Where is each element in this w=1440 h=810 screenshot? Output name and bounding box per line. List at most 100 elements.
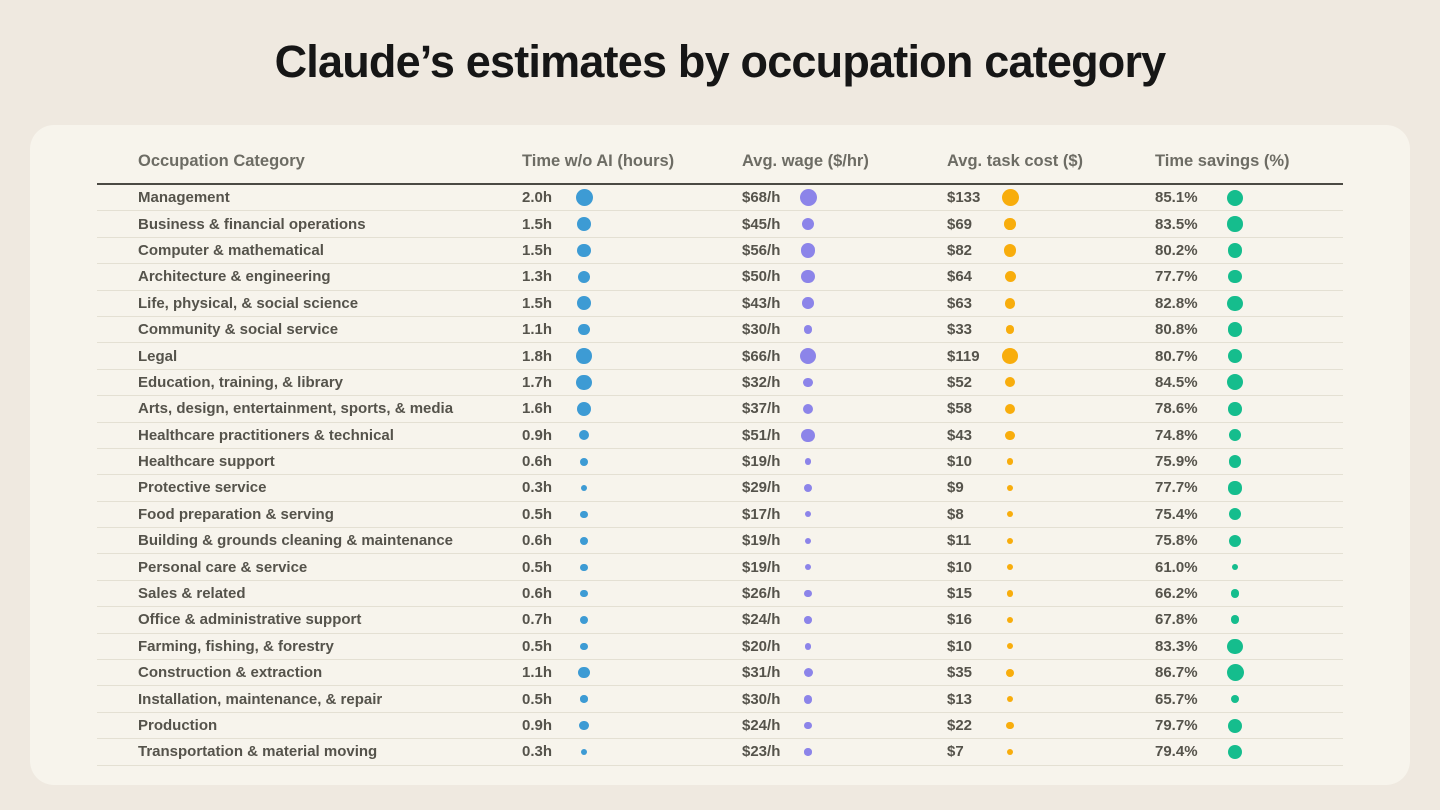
wage-dot [804, 563, 812, 571]
cost-value: $10 [947, 637, 973, 655]
savings-dot-slot [1225, 504, 1245, 524]
cost-value: $63 [947, 294, 973, 312]
cost-cell: $35 [947, 663, 1155, 683]
savings-dot-slot [1225, 267, 1245, 287]
wage-value: $26/h [742, 585, 781, 603]
time-dot-slot [574, 346, 594, 366]
wage-cell: $26/h [742, 584, 947, 604]
wage-value: $30/h [742, 690, 781, 708]
time-cell: 1.7h [522, 372, 742, 392]
cost-cell: $8 [947, 504, 1155, 524]
cost-dot-slot [1000, 267, 1020, 287]
wage-dot-slot [798, 689, 818, 709]
time-dot [579, 720, 589, 731]
savings-dot-slot [1225, 452, 1245, 472]
time-value: 0.5h [522, 505, 553, 523]
wage-dot-slot [798, 557, 818, 577]
time-dot-slot [574, 214, 594, 234]
cost-dot-slot [1000, 689, 1020, 709]
savings-dot-slot [1225, 716, 1245, 736]
cost-dot-slot [1000, 504, 1020, 524]
cost-cell: $119 [947, 346, 1155, 366]
time-dot [577, 243, 591, 258]
time-cell: 0.9h [522, 425, 742, 445]
savings-cell: 83.3% [1155, 636, 1343, 656]
savings-dot-slot [1225, 663, 1245, 683]
cost-cell: $11 [947, 531, 1155, 551]
time-dot [580, 695, 588, 703]
column-header-wage: Avg. wage ($/hr) [742, 151, 869, 170]
cost-cell: $63 [947, 293, 1155, 313]
time-dot [580, 536, 588, 545]
savings-cell: 67.8% [1155, 610, 1343, 630]
cost-cell: $133 [947, 188, 1155, 208]
cost-value: $13 [947, 690, 973, 708]
table-row: Life, physical, & social science 1.5h $43/… [97, 291, 1343, 317]
wage-value: $37/h [742, 400, 781, 418]
cost-dot [1005, 325, 1015, 334]
time-value: 1.6h [522, 400, 553, 418]
savings-dot-slot [1225, 240, 1245, 260]
cost-dot [1004, 218, 1016, 230]
cost-dot [1006, 537, 1014, 544]
cost-cell: $22 [947, 716, 1155, 736]
wage-dot-slot [798, 267, 818, 287]
table-panel: Occupation Category Time w/o AI (hours) … [30, 125, 1410, 785]
time-value: 1.3h [522, 268, 553, 286]
wage-dot [804, 721, 812, 730]
table-row: Construction & extraction 1.1h $31/h $35 86.… [97, 660, 1343, 687]
savings-value: 85.1% [1155, 189, 1198, 207]
savings-cell: 82.8% [1155, 293, 1343, 313]
cost-cell: $9 [947, 478, 1155, 498]
cost-dot [1004, 297, 1016, 309]
time-dot-slot [574, 636, 594, 656]
time-cell: 0.9h [522, 716, 742, 736]
wage-dot [804, 589, 812, 598]
wage-cell: $45/h [742, 214, 947, 234]
time-dot-slot [574, 689, 594, 709]
wage-dot-slot [798, 610, 818, 630]
savings-dot [1231, 695, 1239, 704]
wage-cell: $56/h [742, 240, 947, 260]
table-body: Management 2.0h $68/h $133 85.1% Business & f… [97, 185, 1343, 766]
savings-cell: 65.7% [1155, 689, 1343, 709]
table-row: Architecture & engineering 1.3h $50/h $64 77… [97, 264, 1343, 291]
cost-value: $52 [947, 373, 973, 391]
savings-cell: 80.8% [1155, 320, 1343, 340]
savings-dot-slot [1225, 320, 1245, 340]
cost-value: $33 [947, 321, 973, 339]
time-dot-slot [574, 267, 594, 287]
time-cell: 1.5h [522, 293, 742, 313]
time-dot [576, 374, 592, 390]
column-header-occupation: Occupation Category [138, 151, 305, 170]
cost-cell: $52 [947, 372, 1155, 392]
time-dot [576, 401, 592, 416]
table-row: Education, training, & library 1.7h $32/h $… [97, 370, 1343, 397]
savings-dot-slot [1225, 293, 1245, 313]
wage-value: $20/h [742, 637, 781, 655]
savings-value: 80.8% [1155, 321, 1198, 339]
savings-cell: 66.2% [1155, 584, 1343, 604]
savings-value: 65.7% [1155, 690, 1198, 708]
cost-dot-slot [1000, 663, 1020, 683]
wage-dot [804, 748, 812, 756]
cost-value: $133 [947, 189, 981, 207]
occupation-label: Installation, maintenance, & repair [138, 690, 383, 708]
cost-dot [1001, 189, 1019, 207]
column-header-time: Time w/o AI (hours) [522, 151, 675, 170]
wage-dot [802, 218, 814, 231]
time-value: 0.3h [522, 743, 553, 761]
cost-value: $58 [947, 400, 973, 418]
savings-dot [1228, 455, 1242, 468]
wage-value: $66/h [742, 347, 781, 365]
cost-cell: $10 [947, 557, 1155, 577]
time-dot-slot [574, 504, 594, 524]
wage-dot [799, 347, 817, 365]
savings-dot-slot [1225, 346, 1245, 366]
savings-cell: 86.7% [1155, 663, 1343, 683]
time-dot [579, 430, 589, 441]
wage-dot [799, 189, 817, 207]
savings-dot [1229, 429, 1241, 442]
time-dot-slot [574, 557, 594, 577]
wage-value: $30/h [742, 321, 781, 339]
